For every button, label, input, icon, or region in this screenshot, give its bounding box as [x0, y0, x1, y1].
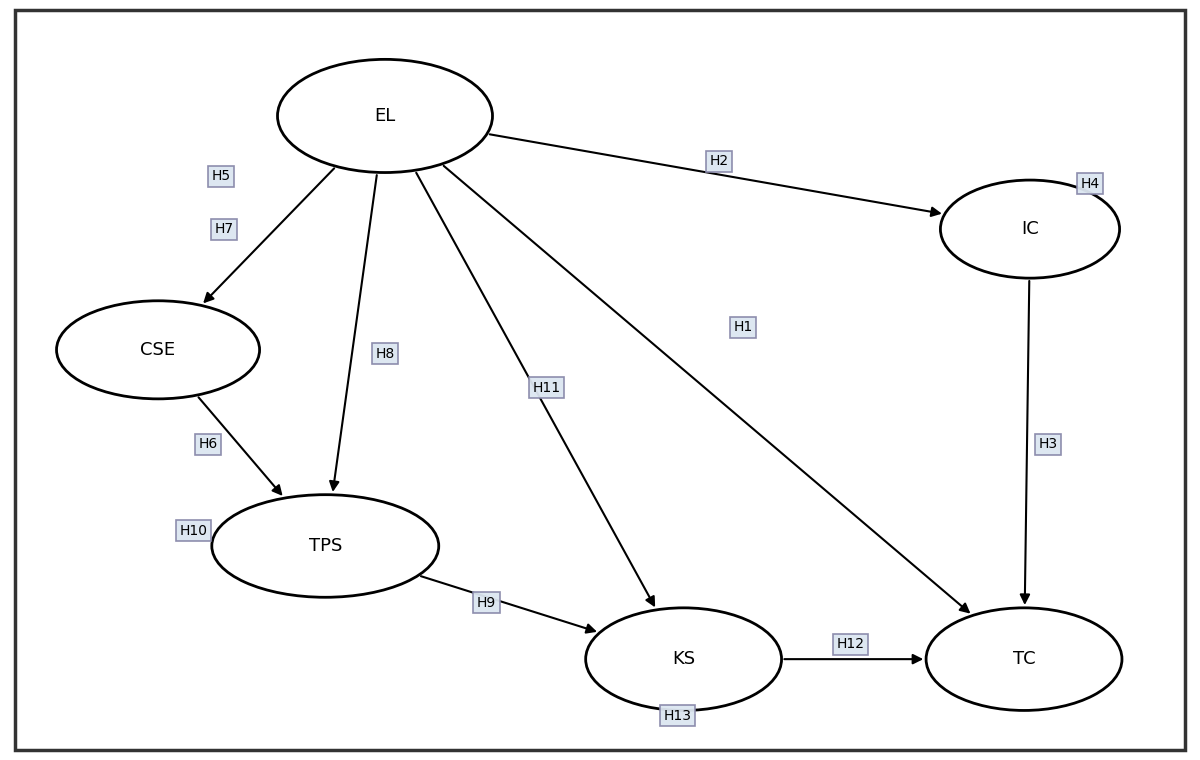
Text: H3: H3: [1038, 437, 1057, 451]
Text: H12: H12: [836, 637, 865, 651]
Ellipse shape: [941, 180, 1120, 278]
Text: TC: TC: [1013, 650, 1036, 668]
Ellipse shape: [277, 59, 492, 173]
Text: H4: H4: [1080, 177, 1099, 191]
Ellipse shape: [212, 495, 439, 597]
Text: H7: H7: [214, 222, 233, 236]
Text: CSE: CSE: [140, 340, 175, 359]
Text: KS: KS: [672, 650, 695, 668]
Text: H13: H13: [664, 709, 691, 723]
Text: H8: H8: [376, 347, 395, 360]
Text: IC: IC: [1021, 220, 1039, 238]
Text: H9: H9: [476, 596, 496, 610]
Text: H11: H11: [532, 381, 560, 394]
Text: H5: H5: [211, 169, 230, 183]
Text: TPS: TPS: [308, 537, 342, 555]
Ellipse shape: [926, 608, 1122, 711]
Ellipse shape: [586, 608, 781, 711]
Text: H6: H6: [198, 437, 218, 451]
Text: EL: EL: [374, 107, 396, 125]
Ellipse shape: [56, 301, 259, 399]
Text: H2: H2: [710, 154, 730, 168]
Text: H10: H10: [180, 524, 208, 538]
Text: H1: H1: [733, 320, 752, 334]
